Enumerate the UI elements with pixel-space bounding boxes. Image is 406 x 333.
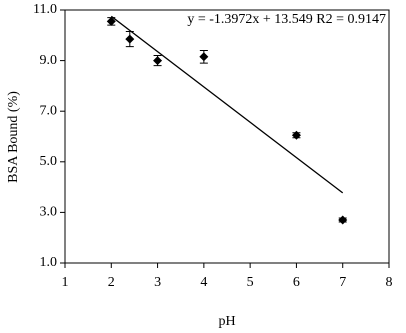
y-tick-label: 9.0 xyxy=(40,53,58,68)
y-tick-label: 7.0 xyxy=(40,103,58,118)
x-axis-label: pH xyxy=(218,314,235,329)
y-axis-label: BSA Bound (%) xyxy=(6,91,21,183)
data-point xyxy=(338,215,348,225)
y-tick-label: 3.0 xyxy=(40,205,58,220)
y-tick-label: 5.0 xyxy=(40,154,58,169)
trendline xyxy=(110,15,344,194)
data-point xyxy=(199,52,209,62)
plot-frame xyxy=(64,9,390,264)
x-tick-label: 8 xyxy=(386,275,393,290)
y-tick-label: 11.0 xyxy=(33,2,57,17)
x-tick-label: 7 xyxy=(339,275,346,290)
x-tick-label: 4 xyxy=(200,275,207,290)
data-point xyxy=(125,34,135,44)
x-tick-label: 2 xyxy=(108,275,115,290)
trend-equation: y = -1.3972x + 13.549 R2 = 0.9147 xyxy=(187,12,386,27)
x-tick-label: 3 xyxy=(154,275,161,290)
y-tick-label: 1.0 xyxy=(40,255,58,270)
x-tick-label: 5 xyxy=(247,275,254,290)
x-tick-label: 1 xyxy=(62,275,69,290)
data-point xyxy=(153,56,163,66)
data-point xyxy=(106,16,116,26)
x-tick-label: 6 xyxy=(293,275,300,290)
data-point xyxy=(291,130,301,140)
